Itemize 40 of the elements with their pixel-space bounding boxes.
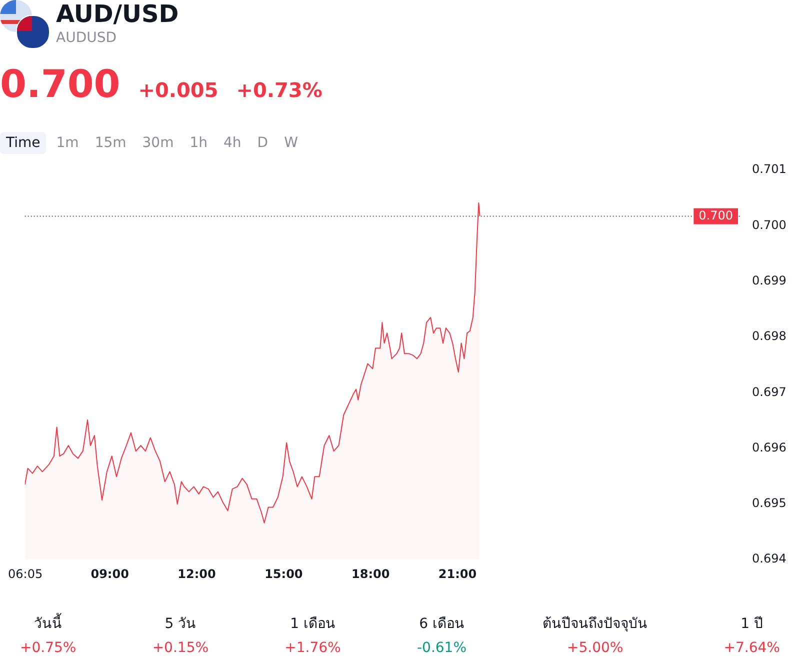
x-tick-label: 09:00 — [90, 566, 129, 581]
text: 0.700 — [0, 62, 120, 106]
chart-title: AUD/USD — [56, 0, 179, 28]
text: 6 เดือน — [418, 615, 466, 634]
text: 1h — [188, 134, 208, 153]
text: +0.005 — [138, 78, 218, 102]
text: D — [256, 134, 270, 153]
x-tick-label: 12:00 — [178, 566, 216, 581]
text: W — [283, 134, 299, 153]
chart-subtitle: AUDUSD — [56, 30, 117, 46]
text: 5 วัน — [164, 615, 198, 634]
y-tick-label: 0.700 — [752, 218, 786, 232]
text: 1 เดือน — [289, 615, 336, 634]
text: +0.75% — [20, 640, 76, 656]
text: +0.15% — [152, 640, 209, 656]
y-tick-label: 0.696 — [752, 440, 786, 454]
text: 30m — [141, 134, 175, 153]
text: +1.76% — [284, 640, 341, 656]
text: +7.64% — [724, 640, 780, 656]
x-tick-label: 18:00 — [351, 566, 390, 581]
text: 15m — [94, 134, 128, 153]
x-tick-label: 21:00 — [438, 566, 477, 581]
text: 1 ปี — [740, 615, 764, 634]
y-tick-label: 0.695 — [752, 496, 786, 510]
y-tick-label: 0.697 — [752, 384, 786, 399]
y-tick-label: 0.699 — [752, 273, 786, 288]
text: 1m — [55, 134, 80, 153]
text: 4h — [222, 134, 242, 153]
y-tick-label: 0.698 — [752, 329, 786, 344]
text: Time — [0, 132, 46, 154]
text: วันนี้ — [33, 612, 64, 634]
ref-line-label: 0.700 — [698, 208, 734, 222]
x-tick-label: 15:00 — [264, 566, 303, 581]
y-tick-label: 0.701 — [752, 162, 786, 176]
text: +5.00% — [566, 640, 624, 656]
x-tick-label: 06:05 — [8, 566, 43, 581]
y-tick-label: 0.694 — [752, 552, 786, 566]
text: +0.73% — [236, 78, 322, 102]
text: -0.61% — [416, 640, 467, 656]
text: ต้นปีจนถึงปัจจุบัน — [542, 615, 648, 634]
